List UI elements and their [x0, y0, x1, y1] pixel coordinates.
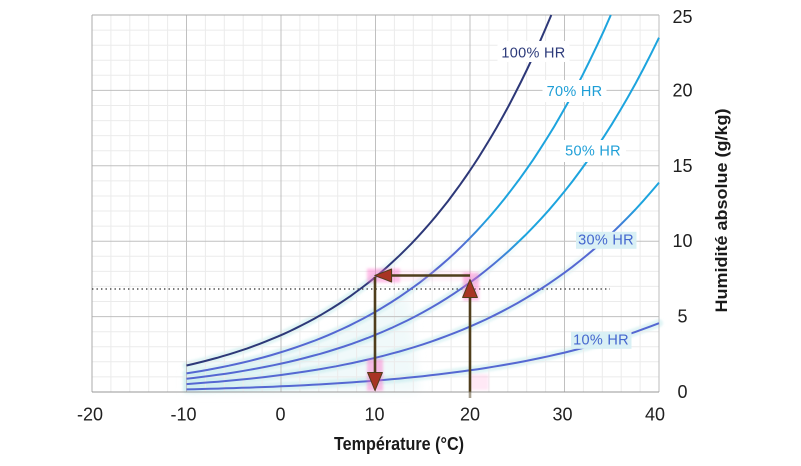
svg-text:5: 5 [677, 307, 687, 327]
svg-text:40: 40 [645, 405, 665, 425]
svg-text:-20: -20 [77, 405, 103, 425]
svg-text:-10: -10 [170, 405, 196, 425]
svg-text:25: 25 [672, 7, 692, 27]
svg-text:70% HR: 70% HR [547, 84, 603, 100]
svg-text:0: 0 [275, 405, 285, 425]
svg-text:10: 10 [364, 405, 384, 425]
svg-text:30: 30 [552, 405, 572, 425]
svg-text:Humidité absolue (g/kg): Humidité absolue (g/kg) [712, 109, 731, 313]
svg-text:Température (°C): Température (°C) [334, 434, 464, 454]
svg-text:20: 20 [672, 80, 692, 100]
svg-text:15: 15 [672, 156, 692, 176]
svg-text:10: 10 [672, 231, 692, 251]
svg-text:30% HR: 30% HR [578, 233, 634, 249]
svg-text:20: 20 [460, 405, 480, 425]
svg-text:10% HR: 10% HR [573, 333, 629, 349]
svg-text:100% HR: 100% HR [501, 46, 565, 62]
svg-text:0: 0 [677, 382, 687, 402]
svg-text:50% HR: 50% HR [565, 144, 621, 160]
